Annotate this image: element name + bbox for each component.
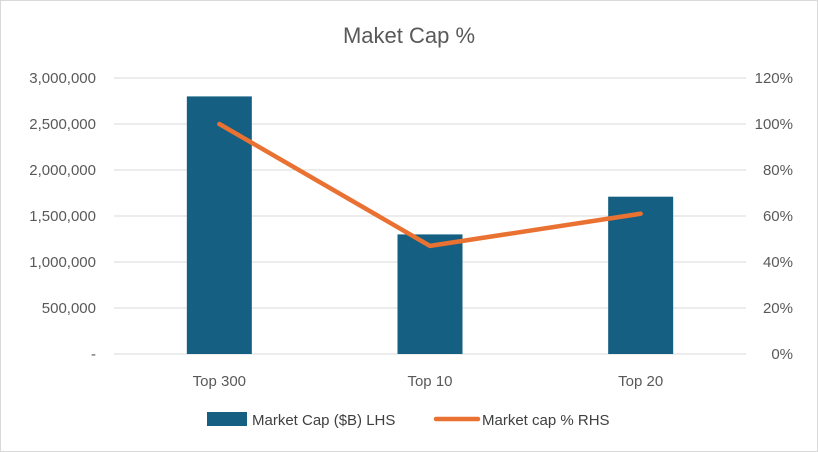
legend-label-line: Market cap % RHS <box>482 412 610 429</box>
bar <box>186 96 252 355</box>
left-tick-label: 2,500,000 <box>29 116 96 133</box>
right-tick-label: 60% <box>763 208 793 225</box>
right-tick-label: 80% <box>763 162 793 179</box>
right-tick-label: 100% <box>755 116 793 133</box>
category-axis-labels: Top 300 Top 10 Top 20 <box>193 373 664 390</box>
left-tick-label: 1,000,000 <box>29 254 96 271</box>
left-tick-label: 2,000,000 <box>29 162 96 179</box>
category-label: Top 300 <box>193 373 246 390</box>
left-tick-label: - <box>91 346 96 363</box>
line-series <box>217 121 643 249</box>
left-tick-label: 500,000 <box>42 300 96 317</box>
legend-swatch-bar <box>207 412 247 426</box>
right-axis-tick-labels: 0% 20% 40% 60% 80% 100% 120% <box>755 70 793 363</box>
bar-series <box>186 96 674 355</box>
right-tick-label: 40% <box>763 254 793 271</box>
bar <box>608 196 674 354</box>
legend-label-bar: Market Cap ($B) LHS <box>252 412 395 429</box>
category-label: Top 20 <box>618 373 663 390</box>
right-tick-label: 0% <box>771 346 793 363</box>
legend: Market Cap ($B) LHS Market cap % RHS <box>207 412 610 429</box>
left-tick-label: 1,500,000 <box>29 208 96 225</box>
bar <box>397 234 463 354</box>
right-tick-label: 120% <box>755 70 793 87</box>
right-tick-label: 20% <box>763 300 793 317</box>
left-axis-tick-labels: - 500,000 1,000,000 1,500,000 2,000,000 2,500… <box>29 70 96 363</box>
chart-title: Maket Cap % <box>343 23 475 48</box>
left-tick-label: 3,000,000 <box>29 70 96 87</box>
category-label: Top 10 <box>407 373 452 390</box>
series-line <box>217 121 643 249</box>
